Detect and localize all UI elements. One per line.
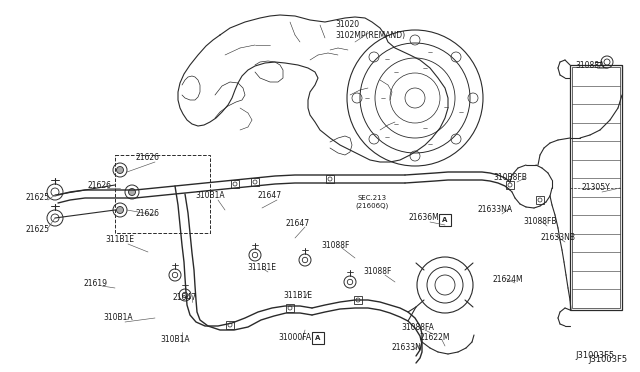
Text: 21647: 21647 [173,294,197,302]
Text: 21647: 21647 [258,192,282,201]
Text: SEC.213
(21606Q): SEC.213 (21606Q) [355,195,388,209]
Text: 21647: 21647 [286,218,310,228]
Text: 21633NA: 21633NA [477,205,513,215]
Text: 311B1E: 311B1E [248,263,276,273]
Text: 31000FA: 31000FA [278,334,312,343]
Bar [439,214,451,226]
Text: 21626: 21626 [136,154,160,163]
Text: 311B1E: 311B1E [106,235,134,244]
Bar [354,296,362,304]
Text: 21626: 21626 [136,208,160,218]
Bar [231,180,239,188]
Bar [536,196,544,204]
Circle shape [116,206,124,214]
Text: 21636M: 21636M [408,214,440,222]
Bar [312,332,324,344]
Bar [506,181,514,189]
Text: 31088F: 31088F [364,267,392,276]
Text: 31088A: 31088A [575,61,605,70]
Text: 31088F: 31088F [322,241,350,250]
Text: 21625: 21625 [26,225,50,234]
Text: 21619: 21619 [83,279,107,288]
Text: 21622M: 21622M [420,334,451,343]
Bar [226,321,234,329]
Bar [570,65,622,310]
Text: 21624M: 21624M [493,276,524,285]
Text: 21305Y: 21305Y [582,183,611,192]
Bar [115,155,210,233]
Text: J31003F5: J31003F5 [588,356,628,365]
Bar [572,67,620,308]
Text: A: A [442,217,448,223]
Text: J31003F5: J31003F5 [575,350,614,359]
Text: 21626: 21626 [88,180,112,189]
Text: 31088FB: 31088FB [524,218,557,227]
Bar [286,304,294,312]
Text: 310B1A: 310B1A [103,314,133,323]
Text: A: A [316,335,321,341]
Text: 310B1A: 310B1A [160,336,190,344]
Text: 21633N: 21633N [391,343,421,353]
Text: 311B1E: 311B1E [284,291,312,299]
Circle shape [116,167,124,173]
Text: 310B1A: 310B1A [195,192,225,201]
Text: 310B8FB: 310B8FB [493,173,527,183]
Text: 21625: 21625 [26,193,50,202]
Text: 31020
3102MP(REMAND): 31020 3102MP(REMAND) [335,20,405,40]
Circle shape [129,189,136,196]
Bar [251,178,259,186]
Text: 21633NB: 21633NB [541,234,575,243]
Bar [326,175,334,183]
Text: 31088FA: 31088FA [401,324,435,333]
